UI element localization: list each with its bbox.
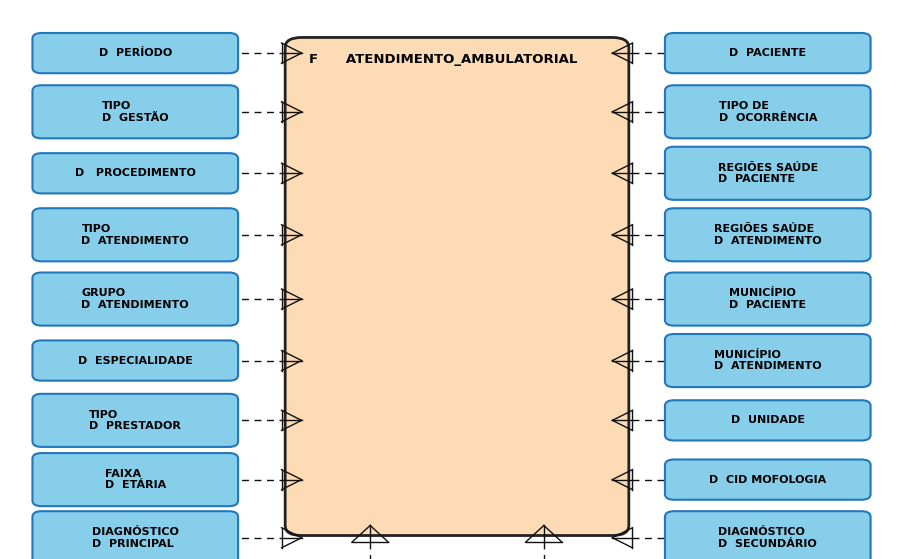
Text: D  CID MOFOLOGIA: D CID MOFOLOGIA <box>709 475 826 485</box>
Text: REGIÕES SAÚDE
D  ATENDIMENTO: REGIÕES SAÚDE D ATENDIMENTO <box>714 224 822 245</box>
Text: TIPO DE
D  OCORRÊNCIA: TIPO DE D OCORRÊNCIA <box>718 101 817 122</box>
Text: REGIÕES SAÚDE
D  PACIENTE: REGIÕES SAÚDE D PACIENTE <box>717 163 818 184</box>
Text: TIPO
D  GESTÃO: TIPO D GESTÃO <box>102 101 168 122</box>
FancyBboxPatch shape <box>33 511 238 559</box>
FancyBboxPatch shape <box>664 209 870 262</box>
Text: DIAGNÓSTICO
D  PRINCIPAL: DIAGNÓSTICO D PRINCIPAL <box>91 527 179 548</box>
Text: D  PACIENTE: D PACIENTE <box>729 48 806 58</box>
FancyBboxPatch shape <box>33 33 238 73</box>
Text: MUNICÍPIO
D  PACIENTE: MUNICÍPIO D PACIENTE <box>729 288 806 310</box>
Text: D  UNIDADE: D UNIDADE <box>731 415 804 425</box>
FancyBboxPatch shape <box>33 340 238 381</box>
FancyBboxPatch shape <box>664 400 870 440</box>
FancyBboxPatch shape <box>664 272 870 325</box>
Text: F: F <box>309 53 318 66</box>
FancyBboxPatch shape <box>664 511 870 559</box>
FancyBboxPatch shape <box>33 85 238 138</box>
Text: D  PERÍODO: D PERÍODO <box>99 48 172 58</box>
FancyBboxPatch shape <box>664 334 870 387</box>
Text: GRUPO
D  ATENDIMENTO: GRUPO D ATENDIMENTO <box>81 288 189 310</box>
FancyBboxPatch shape <box>33 209 238 262</box>
FancyBboxPatch shape <box>664 85 870 138</box>
Text: DIAGNÓSTICO
D  SECUNDÁRIO: DIAGNÓSTICO D SECUNDÁRIO <box>718 527 817 548</box>
Text: TIPO
D  ATENDIMENTO: TIPO D ATENDIMENTO <box>81 224 189 245</box>
Text: ATENDIMENTO_AMBULATORIAL: ATENDIMENTO_AMBULATORIAL <box>332 53 577 66</box>
Text: FAIXA
D  ETÁRIA: FAIXA D ETÁRIA <box>104 469 166 490</box>
FancyBboxPatch shape <box>664 33 870 73</box>
Text: D   PROCEDIMENTO: D PROCEDIMENTO <box>75 168 196 178</box>
Text: TIPO
D  PRESTADOR: TIPO D PRESTADOR <box>90 410 181 431</box>
Text: D  ESPECIALIDADE: D ESPECIALIDADE <box>78 356 193 366</box>
FancyBboxPatch shape <box>33 153 238 193</box>
FancyBboxPatch shape <box>33 394 238 447</box>
FancyBboxPatch shape <box>664 147 870 200</box>
Text: MUNICÍPIO
D  ATENDIMENTO: MUNICÍPIO D ATENDIMENTO <box>714 350 822 371</box>
FancyBboxPatch shape <box>664 459 870 500</box>
FancyBboxPatch shape <box>285 37 629 536</box>
FancyBboxPatch shape <box>33 272 238 325</box>
FancyBboxPatch shape <box>33 453 238 506</box>
